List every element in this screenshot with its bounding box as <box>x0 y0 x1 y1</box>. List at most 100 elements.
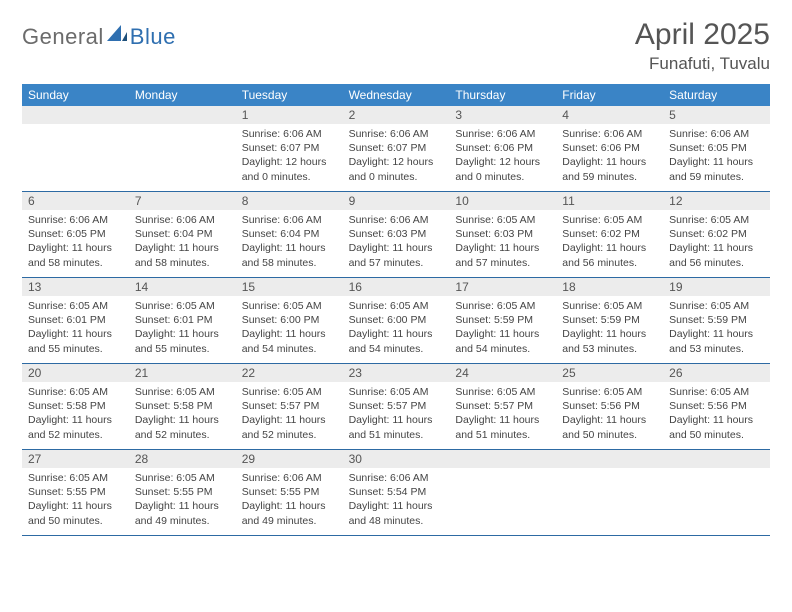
day-cell <box>663 450 770 535</box>
day-cell: 8Sunrise: 6:06 AMSunset: 6:04 PMDaylight… <box>236 192 343 277</box>
day-cell: 7Sunrise: 6:06 AMSunset: 6:04 PMDaylight… <box>129 192 236 277</box>
day-number: 1 <box>236 106 343 124</box>
day-number: 14 <box>129 278 236 296</box>
week-row: 6Sunrise: 6:06 AMSunset: 6:05 PMDaylight… <box>22 192 770 278</box>
day-number: 13 <box>22 278 129 296</box>
day-details: Sunrise: 6:05 AMSunset: 5:59 PMDaylight:… <box>449 296 556 356</box>
daylight-text: Daylight: 11 hours and 49 minutes. <box>242 499 337 527</box>
day-number: 3 <box>449 106 556 124</box>
sunrise-text: Sunrise: 6:05 AM <box>135 471 230 485</box>
sunrise-text: Sunrise: 6:05 AM <box>455 299 550 313</box>
daylight-text: Daylight: 11 hours and 58 minutes. <box>242 241 337 269</box>
day-number: 12 <box>663 192 770 210</box>
day-details: Sunrise: 6:05 AMSunset: 5:55 PMDaylight:… <box>129 468 236 528</box>
daylight-text: Daylight: 11 hours and 56 minutes. <box>669 241 764 269</box>
sunset-text: Sunset: 6:01 PM <box>28 313 123 327</box>
day-cell: 30Sunrise: 6:06 AMSunset: 5:54 PMDayligh… <box>343 450 450 535</box>
sunset-text: Sunset: 5:59 PM <box>669 313 764 327</box>
sunset-text: Sunset: 5:56 PM <box>562 399 657 413</box>
sunrise-text: Sunrise: 6:05 AM <box>28 299 123 313</box>
sunset-text: Sunset: 5:59 PM <box>455 313 550 327</box>
day-cell: 6Sunrise: 6:06 AMSunset: 6:05 PMDaylight… <box>22 192 129 277</box>
week-row: 1 Sunrise: 6:06 AM Sunset: 6:07 PM Daylight… <box>22 106 770 192</box>
calendar: Sunday Monday Tuesday Wednesday Thursday… <box>22 84 770 536</box>
week-row: 27Sunrise: 6:05 AMSunset: 5:55 PMDayligh… <box>22 450 770 536</box>
daylight-text: Daylight: 11 hours and 50 minutes. <box>562 413 657 441</box>
sunset-text: Sunset: 6:01 PM <box>135 313 230 327</box>
day-number: 11 <box>556 192 663 210</box>
daylight-text: Daylight: 11 hours and 55 minutes. <box>135 327 230 355</box>
weekday-header: Sunday <box>22 84 129 106</box>
day-number: 27 <box>22 450 129 468</box>
daylight-text: Daylight: 11 hours and 58 minutes. <box>28 241 123 269</box>
sunrise-text: Sunrise: 6:06 AM <box>349 127 444 141</box>
daylight-text: Daylight: 11 hours and 57 minutes. <box>349 241 444 269</box>
sunset-text: Sunset: 6:02 PM <box>562 227 657 241</box>
day-details: Sunrise: 6:05 AMSunset: 6:01 PMDaylight:… <box>22 296 129 356</box>
day-cell: 21Sunrise: 6:05 AMSunset: 5:58 PMDayligh… <box>129 364 236 449</box>
day-details: Sunrise: 6:05 AMSunset: 6:03 PMDaylight:… <box>449 210 556 270</box>
day-number: 19 <box>663 278 770 296</box>
daylight-text: Daylight: 11 hours and 50 minutes. <box>669 413 764 441</box>
day-details: Sunrise: 6:05 AMSunset: 5:59 PMDaylight:… <box>663 296 770 356</box>
day-number: 9 <box>343 192 450 210</box>
weekday-header: Thursday <box>449 84 556 106</box>
daylight-text: Daylight: 12 hours and 0 minutes. <box>455 155 550 183</box>
sunset-text: Sunset: 6:06 PM <box>562 141 657 155</box>
sunset-text: Sunset: 6:00 PM <box>242 313 337 327</box>
day-details: Sunrise: 6:05 AMSunset: 6:02 PMDaylight:… <box>556 210 663 270</box>
day-number: 17 <box>449 278 556 296</box>
sunset-text: Sunset: 5:57 PM <box>455 399 550 413</box>
day-cell: 29Sunrise: 6:06 AMSunset: 5:55 PMDayligh… <box>236 450 343 535</box>
sunrise-text: Sunrise: 6:06 AM <box>669 127 764 141</box>
day-details: Sunrise: 6:06 AMSunset: 6:04 PMDaylight:… <box>129 210 236 270</box>
day-details: Sunrise: 6:05 AMSunset: 5:58 PMDaylight:… <box>129 382 236 442</box>
day-number <box>556 450 663 468</box>
daylight-text: Daylight: 11 hours and 54 minutes. <box>242 327 337 355</box>
daylight-text: Daylight: 11 hours and 56 minutes. <box>562 241 657 269</box>
day-cell: 4Sunrise: 6:06 AMSunset: 6:06 PMDaylight… <box>556 106 663 191</box>
day-details: Sunrise: 6:05 AMSunset: 5:56 PMDaylight:… <box>556 382 663 442</box>
sunset-text: Sunset: 6:07 PM <box>242 141 337 155</box>
sunset-text: Sunset: 5:55 PM <box>28 485 123 499</box>
day-cell: 27Sunrise: 6:05 AMSunset: 5:55 PMDayligh… <box>22 450 129 535</box>
day-cell: 28Sunrise: 6:05 AMSunset: 5:55 PMDayligh… <box>129 450 236 535</box>
daylight-text: Daylight: 11 hours and 57 minutes. <box>455 241 550 269</box>
sunrise-text: Sunrise: 6:05 AM <box>349 299 444 313</box>
sunrise-text: Sunrise: 6:06 AM <box>135 213 230 227</box>
sunrise-text: Sunrise: 6:06 AM <box>455 127 550 141</box>
sunrise-text: Sunrise: 6:05 AM <box>135 385 230 399</box>
day-cell: 16Sunrise: 6:05 AMSunset: 6:00 PMDayligh… <box>343 278 450 363</box>
sail-icon <box>107 25 127 48</box>
day-details: Sunrise: 6:05 AMSunset: 5:58 PMDaylight:… <box>22 382 129 442</box>
sunset-text: Sunset: 6:00 PM <box>349 313 444 327</box>
day-details: Sunrise: 6:06 AMSunset: 5:54 PMDaylight:… <box>343 468 450 528</box>
day-number: 29 <box>236 450 343 468</box>
weekday-header: Friday <box>556 84 663 106</box>
title-block: April 2025 Funafuti, Tuvalu <box>635 18 770 74</box>
sunset-text: Sunset: 6:04 PM <box>135 227 230 241</box>
day-cell: 2Sunrise: 6:06 AMSunset: 6:07 PMDaylight… <box>343 106 450 191</box>
daylight-text: Daylight: 11 hours and 51 minutes. <box>455 413 550 441</box>
day-number <box>663 450 770 468</box>
day-cell: 22Sunrise: 6:05 AMSunset: 5:57 PMDayligh… <box>236 364 343 449</box>
day-number: 30 <box>343 450 450 468</box>
day-cell: 5Sunrise: 6:06 AMSunset: 6:05 PMDaylight… <box>663 106 770 191</box>
month-title: April 2025 <box>635 18 770 52</box>
day-number: 7 <box>129 192 236 210</box>
week-row: 20Sunrise: 6:05 AMSunset: 5:58 PMDayligh… <box>22 364 770 450</box>
sunrise-text: Sunrise: 6:05 AM <box>242 385 337 399</box>
day-number: 8 <box>236 192 343 210</box>
day-cell: 1Sunrise: 6:06 AMSunset: 6:07 PMDaylight… <box>236 106 343 191</box>
day-details: Sunrise: 6:06 AMSunset: 6:04 PMDaylight:… <box>236 210 343 270</box>
sunset-text: Sunset: 6:05 PM <box>28 227 123 241</box>
day-number: 23 <box>343 364 450 382</box>
sunrise-text: Sunrise: 6:06 AM <box>349 213 444 227</box>
day-number: 16 <box>343 278 450 296</box>
day-number: 6 <box>22 192 129 210</box>
daylight-text: Daylight: 11 hours and 59 minutes. <box>562 155 657 183</box>
sunrise-text: Sunrise: 6:05 AM <box>562 385 657 399</box>
day-cell: 19Sunrise: 6:05 AMSunset: 5:59 PMDayligh… <box>663 278 770 363</box>
day-cell: 23Sunrise: 6:05 AMSunset: 5:57 PMDayligh… <box>343 364 450 449</box>
day-number: 4 <box>556 106 663 124</box>
